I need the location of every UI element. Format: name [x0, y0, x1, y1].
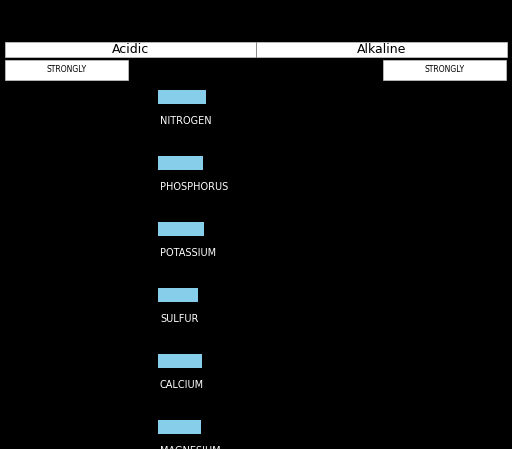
Text: SULFUR: SULFUR	[160, 313, 198, 323]
Text: PHOSPHORUS: PHOSPHORUS	[160, 181, 228, 192]
Text: STRONGLY: STRONGLY	[424, 66, 464, 75]
Bar	[5, 42, 507, 57]
Bar	[158, 420, 201, 434]
Text: CALCIUM: CALCIUM	[160, 379, 204, 389]
Bar	[383, 60, 506, 80]
Text: Acidic: Acidic	[112, 43, 149, 56]
Bar	[158, 90, 206, 104]
Bar	[5, 60, 128, 80]
Text: NITROGEN: NITROGEN	[160, 115, 211, 126]
Text: STRONGLY: STRONGLY	[47, 66, 87, 75]
Text: MAGNESIUM: MAGNESIUM	[160, 445, 221, 449]
Bar	[158, 354, 202, 368]
Text: Alkaline: Alkaline	[357, 43, 406, 56]
Bar	[158, 222, 204, 236]
Bar	[158, 156, 203, 170]
Bar	[158, 288, 198, 302]
Text: POTASSIUM: POTASSIUM	[160, 247, 216, 257]
